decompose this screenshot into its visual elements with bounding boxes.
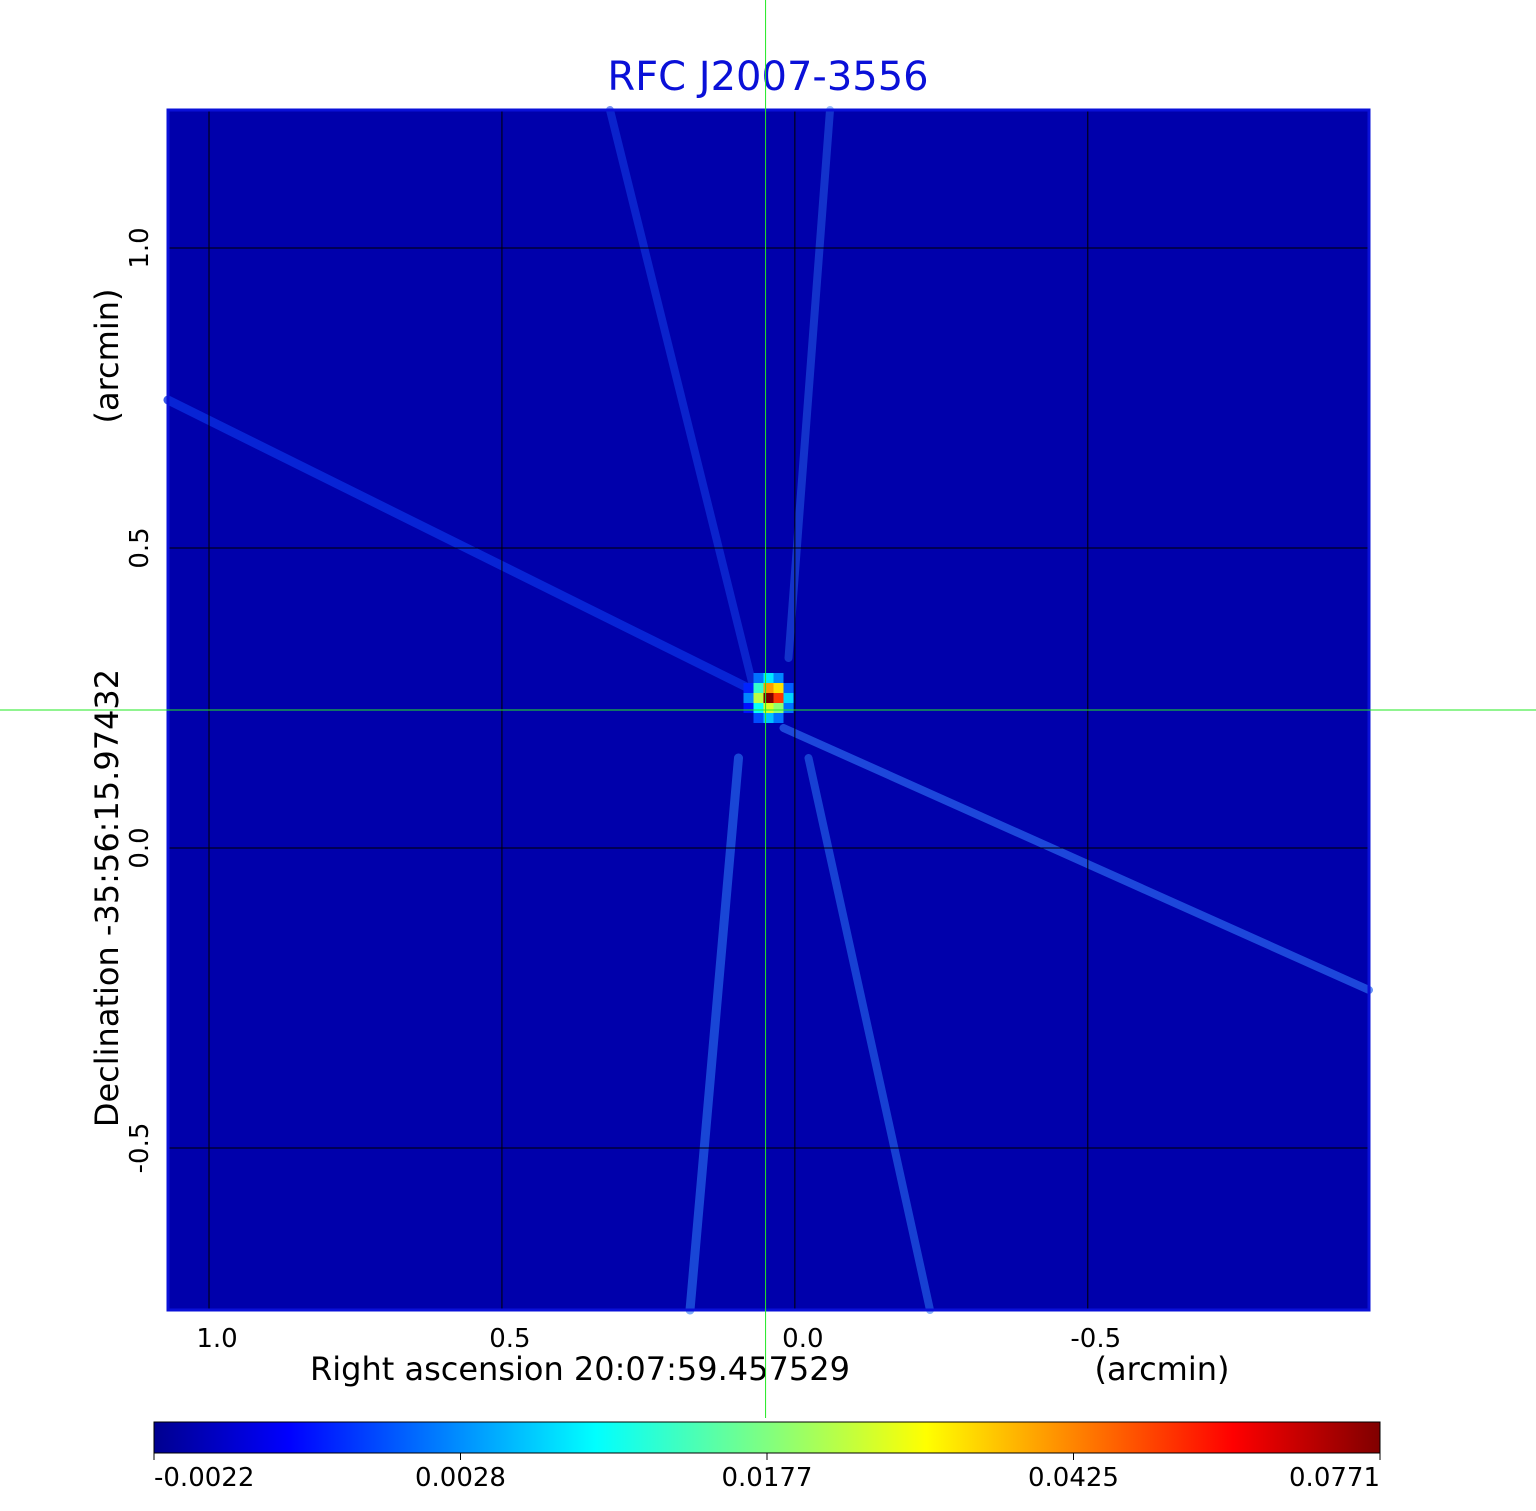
x-tick-label: 1.0 <box>196 1324 237 1354</box>
source-pixel <box>753 713 764 723</box>
source-pixel <box>743 683 754 693</box>
colorbar-tick-label: 0.0425 <box>1028 1463 1119 1493</box>
source-pixel <box>763 683 774 693</box>
source-pixel <box>763 693 774 703</box>
source-pixel <box>783 703 794 713</box>
source-pixel <box>743 703 754 713</box>
source-pixel <box>753 693 764 703</box>
x-tick-labels: 1.0 0.5 0.0 -0.5 <box>196 1324 1121 1354</box>
crosshair <box>0 0 1536 1418</box>
colorbar-tick-label: 0.0028 <box>415 1463 506 1493</box>
source-pixel <box>773 683 784 693</box>
colorbar-tick-label: 0.0177 <box>722 1463 813 1493</box>
source-pixel <box>773 703 784 713</box>
y-tick-label: -0.5 <box>125 1123 155 1174</box>
source-pixel <box>763 673 774 683</box>
y-tick-label: 0.0 <box>125 827 155 868</box>
source-pixel <box>753 703 764 713</box>
source-pixels <box>743 673 794 723</box>
colorbar-tick-labels: -0.0022 0.0028 0.0177 0.0425 0.0771 <box>153 1453 1381 1493</box>
x-axis-label: Right ascension 20:07:59.457529 <box>310 1350 850 1388</box>
artifact-streak <box>784 106 834 662</box>
artifact-streak <box>606 106 758 692</box>
source-pixel <box>743 693 754 703</box>
source-pixel <box>783 683 794 693</box>
chart-title: RFC J2007-3556 <box>607 54 928 100</box>
y-tick-label: 1.0 <box>125 227 155 268</box>
source-pixel <box>753 673 764 683</box>
artifact-streak <box>685 753 743 1315</box>
colorbar-tick-label: -0.0022 <box>154 1463 254 1493</box>
source-pixel <box>773 673 784 683</box>
x-tick-label: -0.5 <box>1070 1324 1121 1354</box>
source-pixel <box>773 693 784 703</box>
x-tick-label: 0.5 <box>489 1324 530 1354</box>
artifact-streak <box>779 724 1373 994</box>
source-pixel <box>753 683 764 693</box>
y-axis-label: Declination -35:56:15.97432 <box>88 669 126 1127</box>
colorbar-tick-label: 0.0771 <box>1289 1463 1380 1493</box>
source-pixel <box>783 693 794 703</box>
artifact-streaks <box>163 106 1373 1315</box>
y-tick-label: 0.5 <box>125 527 155 568</box>
colorbar <box>153 1421 1381 1454</box>
source-pixel <box>773 713 784 723</box>
x-tick-label: 0.0 <box>782 1324 823 1354</box>
artifact-streak <box>804 754 934 1314</box>
source-pixel <box>763 713 774 723</box>
y-tick-labels: 1.0 0.5 0.0 -0.5 <box>125 227 155 1173</box>
x-axis-unit: (arcmin) <box>1095 1350 1230 1388</box>
artifact-streak <box>163 395 763 698</box>
source-pixel <box>763 703 774 713</box>
y-axis-unit: (arcmin) <box>88 289 126 424</box>
